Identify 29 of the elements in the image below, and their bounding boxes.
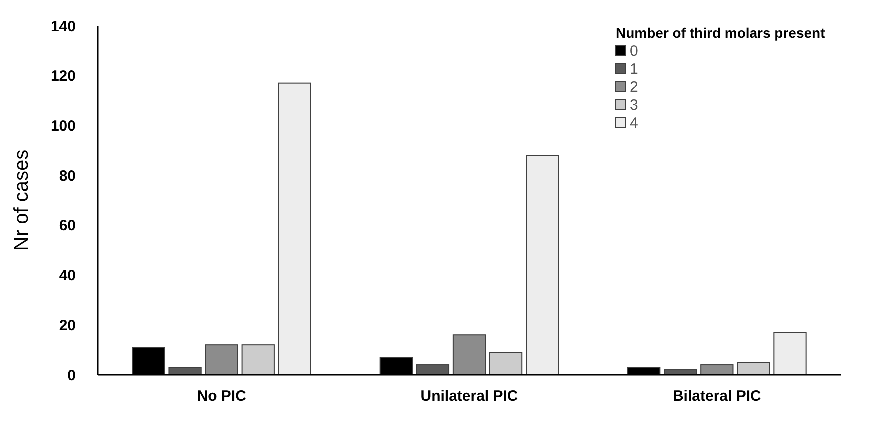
y-tick-label: 60 <box>59 218 76 235</box>
bar <box>489 352 523 376</box>
bar <box>452 334 486 376</box>
legend-title: Number of third molars present <box>616 25 826 41</box>
legend-label: 0 <box>630 43 638 60</box>
legend-label: 2 <box>630 79 638 96</box>
x-tick-label: Bilateral PIC <box>672 388 762 405</box>
bar <box>526 155 560 376</box>
y-tick-label: 40 <box>59 268 76 285</box>
x-tick-label: Unilateral PIC <box>420 388 518 405</box>
y-tick-label: 20 <box>59 317 76 334</box>
bar <box>416 364 450 376</box>
legend-label: 4 <box>630 115 638 132</box>
x-tick-label: No PIC <box>197 388 247 405</box>
y-tick-label: 120 <box>50 68 76 86</box>
bar <box>700 364 734 376</box>
y-axis-title: Nr of cases <box>11 150 33 252</box>
y-tick-label: 140 <box>50 18 76 36</box>
y-tick-label: 80 <box>59 168 76 185</box>
bar <box>242 344 275 376</box>
legend-label: 3 <box>630 97 638 114</box>
bar <box>774 332 807 376</box>
bar <box>168 367 202 376</box>
y-tick-label: 100 <box>50 118 76 135</box>
y-tick-label: 0 <box>68 367 76 384</box>
legend-label: 1 <box>630 61 638 78</box>
bar <box>737 362 770 376</box>
bar <box>205 344 238 376</box>
bar <box>278 82 312 376</box>
